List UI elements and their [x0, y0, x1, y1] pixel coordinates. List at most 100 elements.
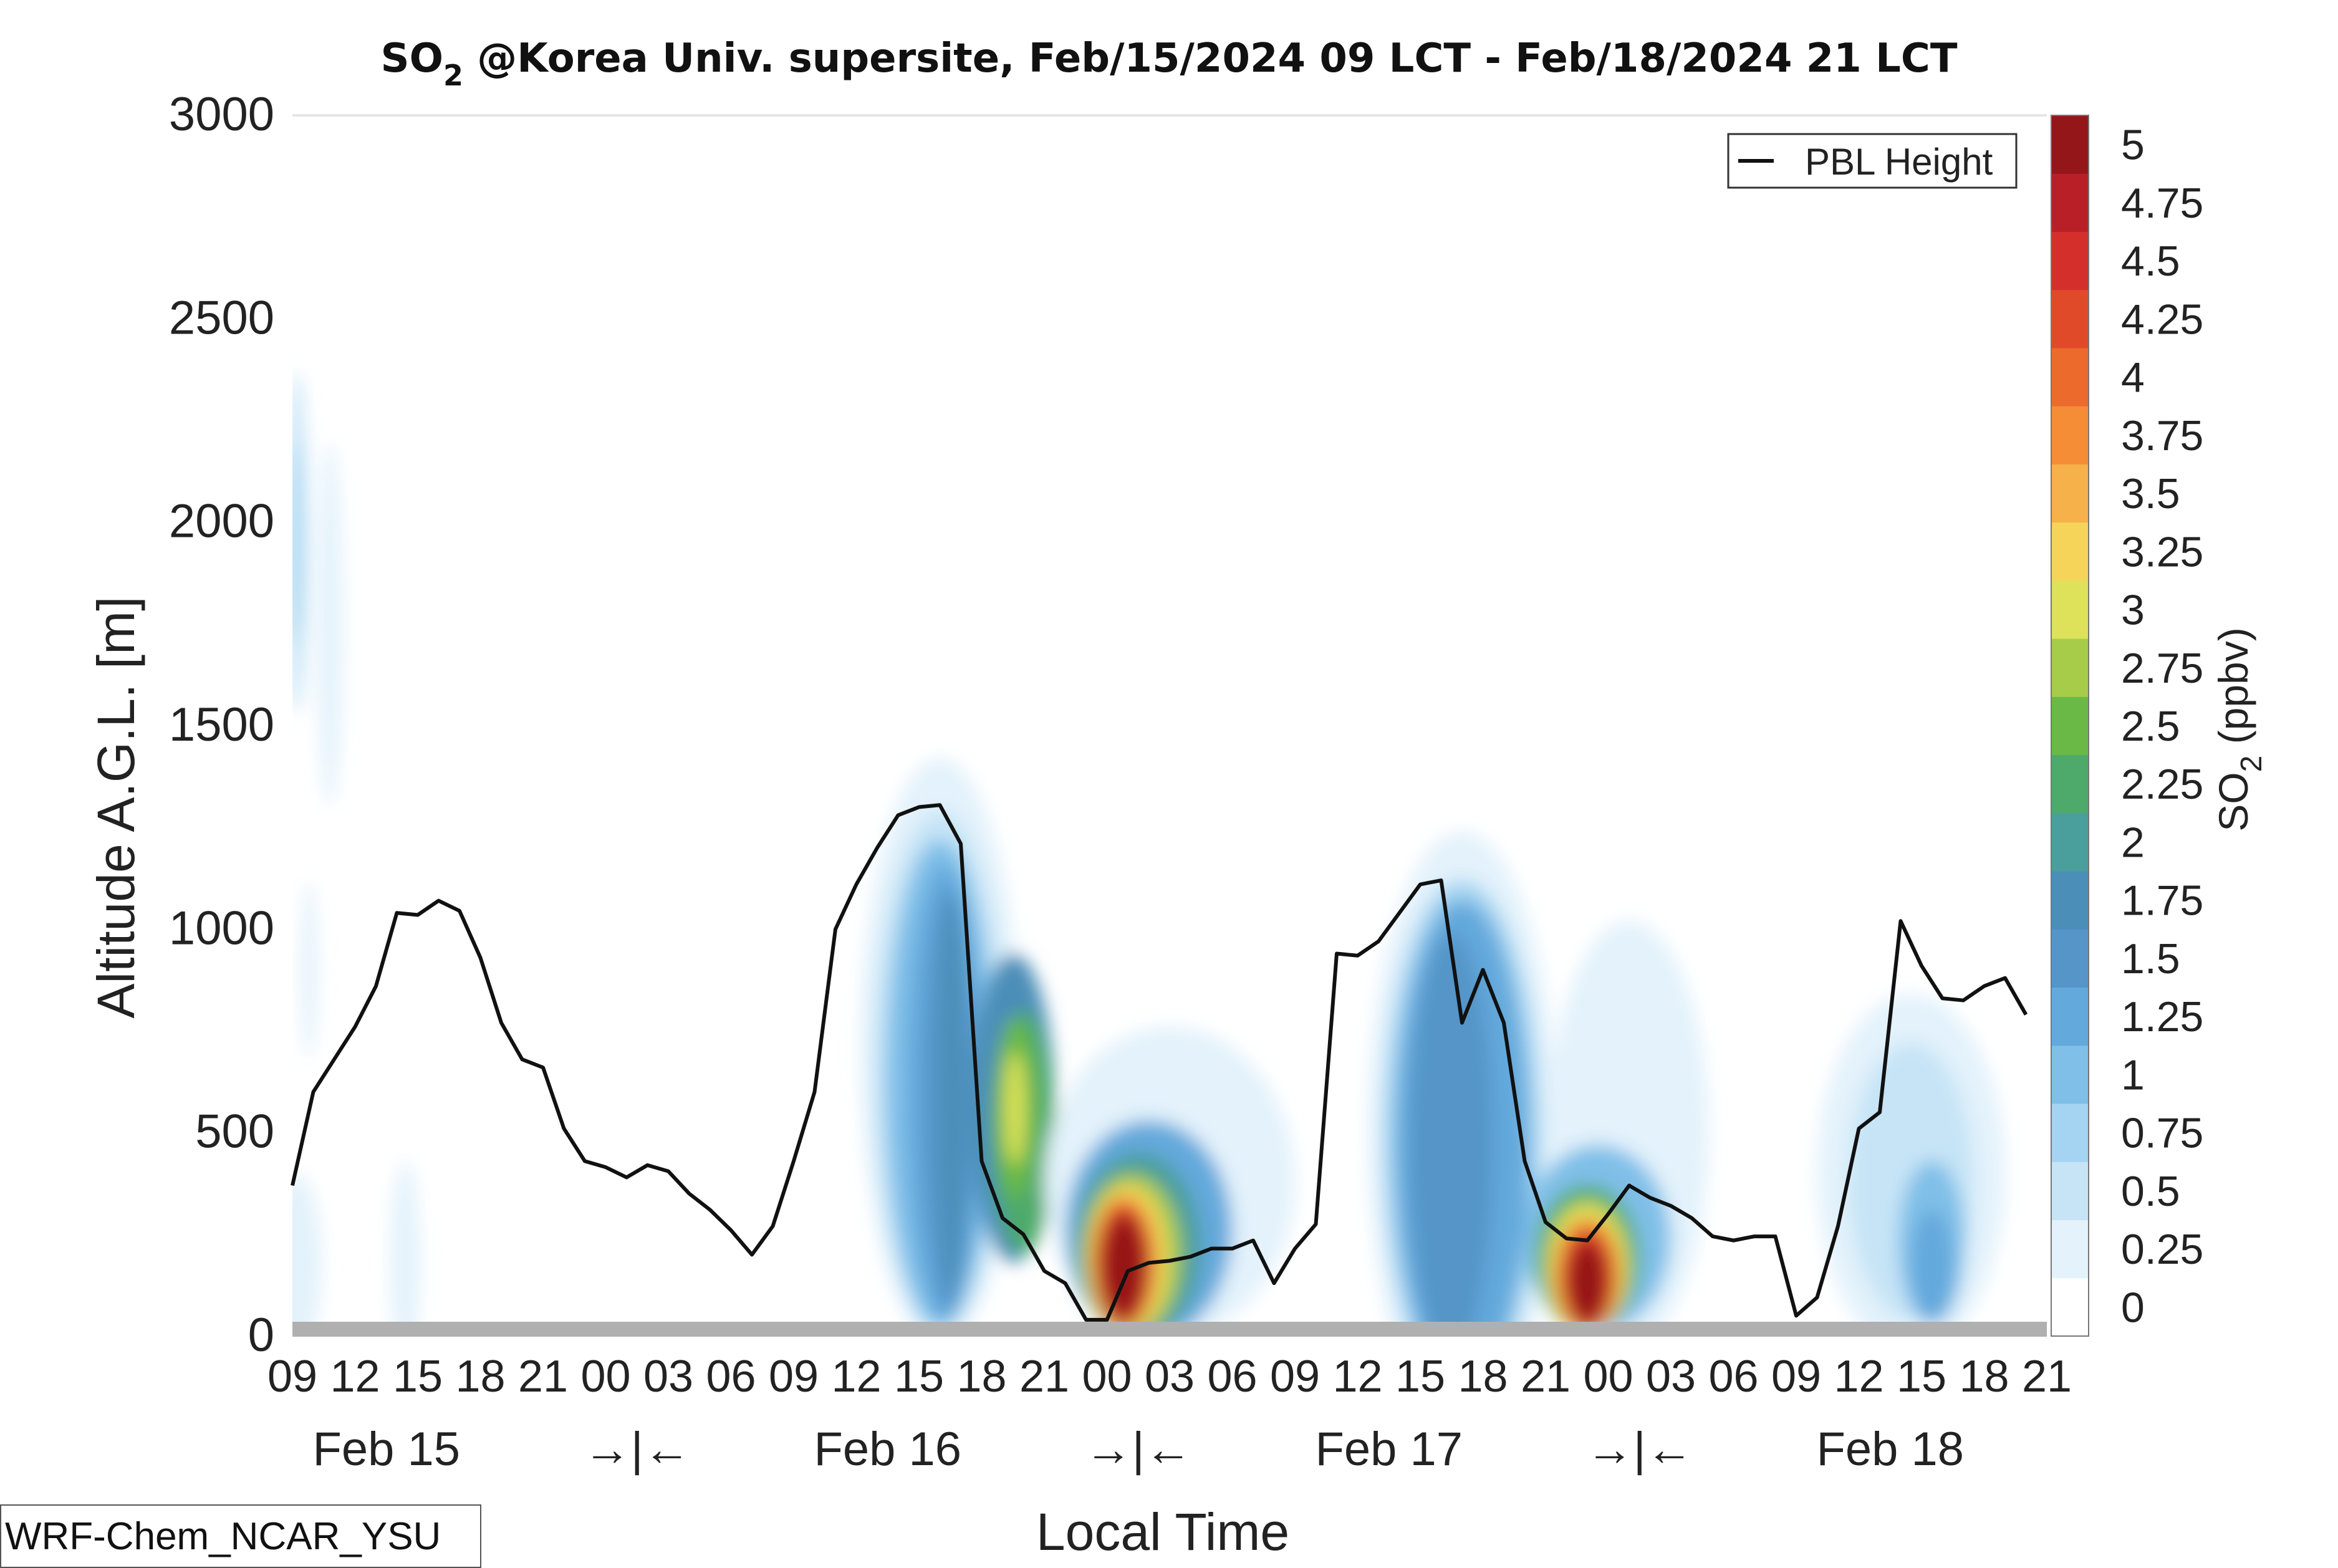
x-tick-label: 12	[831, 1352, 881, 1402]
x-tick-label: 12	[1332, 1352, 1382, 1402]
day-label: Feb 18	[1816, 1423, 1964, 1476]
so2-contour-region	[390, 1161, 420, 1336]
colorbar-tick-label: 3	[2121, 587, 2145, 634]
x-tick-label: 03	[643, 1352, 693, 1402]
x-tick-label: 09	[769, 1352, 819, 1402]
x-axis-label: Local Time	[1036, 1503, 1289, 1559]
colorbar-swatch	[2051, 987, 2089, 1046]
x-tick-label: 06	[706, 1352, 756, 1402]
colorbar-tick-label: 1.75	[2121, 877, 2203, 925]
x-tick-label: 09	[1771, 1352, 1821, 1402]
day-label: →|←	[1085, 1423, 1192, 1476]
colorbar-swatch	[2051, 638, 2089, 697]
colorbar: 0 0.25 0.5 0.75 1 1.25 1.5 1.75 2 2.25 2.5 2.75 3 3.2…	[2051, 115, 2268, 1337]
colorbar-tick-label: 1.25	[2121, 993, 2203, 1041]
x-tick-label: 18	[1458, 1352, 1508, 1402]
x-axis-day-labels: Feb 15 →|← Feb 16 →|← Feb 17 →|← Feb 18	[312, 1423, 1964, 1476]
y-tick-label: 1000	[169, 902, 274, 955]
so2-contour-region	[1105, 1218, 1143, 1316]
colorbar-tick-labels: 0 0.25 0.5 0.75 1 1.25 1.5 1.75 2 2.25 2.5 2.75 3 3.2…	[2121, 122, 2203, 1332]
colorbar-tick-label: 0	[2121, 1284, 2145, 1331]
colorbar-label: SO2 (ppbv)	[2210, 627, 2268, 831]
so2-contour-region	[1410, 933, 1494, 1336]
x-tick-label: 06	[1708, 1352, 1758, 1402]
legend-label: PBL Height	[1805, 141, 1993, 183]
colorbar-tick-label: 0.5	[2121, 1168, 2180, 1215]
colorbar-swatch	[2051, 1104, 2089, 1162]
colorbar-swatch	[2051, 580, 2089, 639]
so2-contour-region	[317, 441, 343, 807]
x-tick-label: 03	[1646, 1352, 1696, 1402]
colorbar-tick-label: 4.5	[2121, 238, 2180, 285]
colorbar-tick-label: 4.25	[2121, 296, 2203, 343]
x-tick-label: 12	[330, 1352, 380, 1402]
day-label: →|←	[584, 1423, 691, 1476]
colorbar-tick-label: 5	[2121, 122, 2145, 169]
day-label: Feb 15	[312, 1423, 460, 1476]
plot-area	[291, 114, 2047, 1337]
colorbar-swatch	[2051, 1045, 2089, 1104]
y-tick-label: 3000	[169, 88, 274, 141]
x-tick-label: 15	[393, 1352, 443, 1402]
colorbar-swatch	[2051, 115, 2089, 174]
y-tick-label: 500	[195, 1105, 274, 1158]
y-axis-ticks: 0 500 1000 1500 2000 2500 3000	[169, 88, 274, 1362]
colorbar-swatch	[2051, 522, 2089, 581]
so2-contour-region	[1004, 1051, 1026, 1165]
colorbar-frame	[2051, 115, 2089, 1337]
x-tick-label: 18	[1959, 1352, 2009, 1402]
y-tick-label: 2000	[169, 495, 274, 548]
x-tick-label: 15	[1897, 1352, 1946, 1402]
so2-concentration-field	[292, 372, 2005, 1336]
so2-contour-region	[301, 880, 318, 1060]
x-tick-label: 03	[1145, 1352, 1195, 1402]
colorbar-tick-label: 2	[2121, 819, 2145, 866]
x-tick-label: 00	[1082, 1352, 1132, 1402]
colorbar-swatch	[2051, 871, 2089, 930]
colorbar-tick-label: 0.25	[2121, 1226, 2203, 1273]
day-label: Feb 16	[814, 1423, 961, 1476]
colorbar-swatches	[2051, 115, 2089, 1337]
legend: PBL Height	[1727, 133, 2018, 189]
x-tick-label: 00	[1583, 1352, 1633, 1402]
so2-contour-region	[1911, 1210, 1953, 1324]
y-tick-label: 2500	[169, 291, 274, 344]
colorbar-tick-label: 2.25	[2121, 761, 2203, 808]
x-tick-label: 12	[1834, 1352, 1883, 1402]
x-tick-label: 21	[518, 1352, 568, 1402]
colorbar-swatch	[2051, 231, 2089, 291]
model-source-label: WRF-Chem_NCAR_YSU	[0, 1504, 481, 1568]
x-tick-label: 21	[2022, 1352, 2072, 1402]
day-label: Feb 17	[1315, 1423, 1463, 1476]
colorbar-swatch	[2051, 173, 2089, 232]
colorbar-swatch	[2051, 1277, 2089, 1337]
colorbar-swatch	[2051, 1162, 2089, 1221]
day-label: →|←	[1586, 1423, 1693, 1476]
chart-title: SO2 @Korea Univ. supersite, Feb/15/2024 …	[380, 36, 1957, 92]
colorbar-tick-label: 3.25	[2121, 528, 2203, 575]
colorbar-swatch	[2051, 754, 2089, 814]
x-tick-label: 18	[956, 1352, 1006, 1402]
so2-contour-region	[1568, 1242, 1607, 1324]
colorbar-swatch	[2051, 289, 2089, 349]
terrain-surface	[292, 1322, 2047, 1337]
y-tick-label: 1500	[169, 698, 274, 751]
colorbar-tick-label: 4	[2121, 354, 2145, 402]
colorbar-swatch	[2051, 347, 2089, 406]
x-tick-label: 06	[1207, 1352, 1257, 1402]
x-tick-label: 15	[1395, 1352, 1445, 1402]
pbl-height-line	[291, 803, 2028, 1322]
colorbar-tick-label: 0.75	[2121, 1110, 2203, 1157]
colorbar-swatch	[2051, 1219, 2089, 1279]
colorbar-tick-label: 2.5	[2121, 703, 2180, 750]
x-tick-label: 21	[1521, 1352, 1571, 1402]
x-axis-ticks: 09 12 15 18 21 00 03 06 09 12 15 18 21 00 03 06 09 12 15 18…	[267, 1352, 2072, 1402]
so2-contour-region	[940, 897, 965, 1287]
y-tick-label: 0	[248, 1309, 274, 1362]
colorbar-swatch	[2051, 812, 2089, 872]
so2-contour-region	[292, 1173, 322, 1336]
x-tick-label: 21	[1019, 1352, 1069, 1402]
colorbar-swatch	[2051, 464, 2089, 523]
x-tick-label: 09	[267, 1352, 317, 1402]
